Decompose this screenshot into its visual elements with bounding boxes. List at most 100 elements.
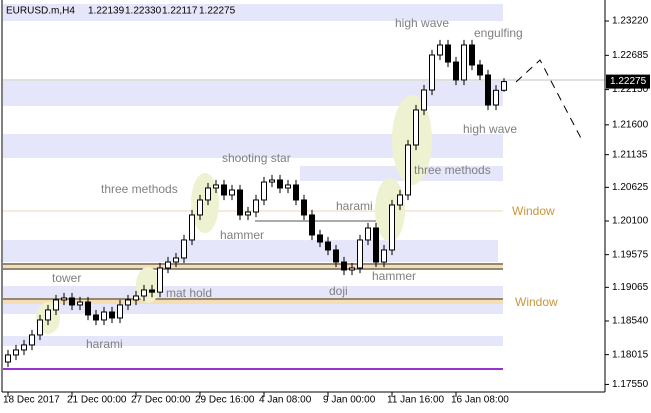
candle-body <box>493 89 499 106</box>
candle-body <box>221 184 227 196</box>
candle-body <box>301 199 307 216</box>
candle-body <box>181 239 187 259</box>
candle-body <box>21 344 27 351</box>
candle-body <box>245 211 251 216</box>
candle-body <box>453 61 459 81</box>
zone <box>3 81 503 106</box>
candle-body <box>77 301 83 306</box>
highlight <box>191 173 219 233</box>
candle-body <box>373 227 379 263</box>
candle-body <box>197 199 203 216</box>
x-tick-label: 9 Jan 00:00 <box>323 395 376 406</box>
window-zone <box>3 263 503 270</box>
zone <box>3 240 498 262</box>
x-tick-label: 4 Jan 08:00 <box>259 395 312 406</box>
y-tick-label: 1.19065 <box>612 282 649 293</box>
candle-body <box>261 181 267 201</box>
candle-body <box>421 89 427 111</box>
candle-body <box>293 184 299 201</box>
zone <box>3 336 503 346</box>
ohlc-open: 1.22139 <box>88 6 125 17</box>
annotation: mat hold <box>166 286 212 300</box>
x-tick-label: 27 Dec 00:00 <box>131 395 191 406</box>
zones <box>3 4 605 370</box>
y-tick-label: 1.20625 <box>612 182 649 193</box>
candle-body <box>45 309 51 321</box>
candle-body <box>205 187 211 201</box>
annotation: three methods <box>414 163 491 177</box>
candles <box>5 39 507 368</box>
y-tick-label: 1.20100 <box>612 216 649 227</box>
window-zone <box>3 298 503 304</box>
annotation: harami <box>336 199 373 213</box>
candle-body <box>269 179 275 183</box>
candle-body <box>445 44 451 63</box>
candle-body <box>117 304 123 319</box>
symbol: EURUSD.m,H4 <box>6 6 75 17</box>
ohlc-low: 1.22117 <box>162 6 198 17</box>
candle-body <box>149 289 155 293</box>
x-tick-label: 16 Jan 08:00 <box>451 395 509 406</box>
candle-body <box>85 301 91 316</box>
candle-body <box>341 261 347 271</box>
y-tick-label: 1.19575 <box>612 249 649 260</box>
candle-body <box>93 314 99 321</box>
candle-body <box>405 144 411 196</box>
candle-body <box>173 257 179 263</box>
y-tick-label: 1.22150 <box>612 84 649 95</box>
candle-body <box>101 311 107 321</box>
annotation: hammer <box>220 228 264 242</box>
candle-body <box>461 44 467 81</box>
candle-body <box>437 44 443 56</box>
candle-body <box>381 249 387 263</box>
y-tick-label: 1.21600 <box>612 119 649 130</box>
candle-body <box>189 214 195 241</box>
y-tick-label: 1.23220 <box>612 16 649 27</box>
candle-body <box>357 239 363 269</box>
candle-body <box>365 227 371 241</box>
annotation: Window <box>512 204 555 218</box>
zone <box>3 304 503 314</box>
annotation: Window <box>515 295 558 309</box>
candle-body <box>133 295 139 301</box>
candle-body <box>397 194 403 206</box>
candle-body <box>429 54 435 91</box>
annotation: three methods <box>101 182 178 196</box>
candle-body <box>277 179 283 189</box>
candle-body <box>237 189 243 216</box>
candle-body <box>69 297 75 306</box>
x-tick-label: 11 Jan 16:00 <box>387 395 445 406</box>
price-tag <box>606 74 650 89</box>
candle-body <box>37 319 43 336</box>
annotation: high wave <box>463 122 517 136</box>
y-tick-label: 1.21135 <box>612 149 648 160</box>
candle-body <box>485 74 491 106</box>
y-tick-label: 1.18015 <box>612 349 649 360</box>
candle-body <box>165 261 171 269</box>
annotation: high wave <box>395 16 449 30</box>
candle-body <box>5 354 11 363</box>
annotation: engulfing <box>474 26 523 40</box>
highlight <box>136 267 160 303</box>
candle-body <box>109 311 115 319</box>
zone <box>3 4 503 21</box>
y-tick-label: 1.18540 <box>612 316 649 327</box>
candle-body <box>61 297 67 301</box>
candle-body <box>29 334 35 346</box>
candle-body <box>53 299 59 311</box>
ohlc-high: 1.22330 <box>125 6 162 17</box>
candle-body <box>125 299 131 306</box>
candle-body <box>213 184 219 189</box>
candle-body <box>333 249 339 263</box>
candle-body <box>309 214 315 236</box>
annotation: hammer <box>372 269 416 283</box>
projection <box>515 59 584 143</box>
annotation: shooting star <box>222 151 291 165</box>
candle-body <box>477 64 483 76</box>
annotation: harami <box>86 337 123 351</box>
candle-body <box>13 349 19 356</box>
y-tick-label: 1.17550 <box>612 379 649 390</box>
candle-body <box>157 267 163 293</box>
candle-body <box>253 199 259 213</box>
